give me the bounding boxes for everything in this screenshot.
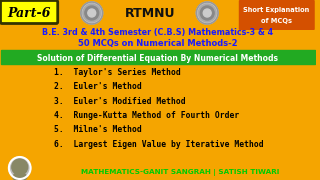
Text: Short Explanation: Short Explanation: [243, 7, 309, 13]
Text: RTMNU: RTMNU: [125, 6, 175, 19]
Text: B.E. 3rd & 4th Semester (C.B.S) Mathematics-3 & 4: B.E. 3rd & 4th Semester (C.B.S) Mathemat…: [42, 28, 273, 37]
Circle shape: [85, 6, 99, 20]
Text: of MCQs: of MCQs: [261, 18, 292, 24]
Text: 2.  Euler's Method: 2. Euler's Method: [54, 82, 142, 91]
Text: 5.  Milne's Method: 5. Milne's Method: [54, 125, 142, 134]
Circle shape: [83, 4, 101, 22]
Circle shape: [203, 9, 211, 17]
Circle shape: [9, 157, 31, 179]
Circle shape: [88, 9, 96, 17]
Circle shape: [196, 2, 218, 24]
Text: 6.  Largest Eigen Value by Iterative Method: 6. Largest Eigen Value by Iterative Meth…: [54, 140, 264, 149]
Circle shape: [81, 2, 103, 24]
Text: Part-6: Part-6: [7, 6, 50, 19]
Circle shape: [12, 159, 28, 175]
FancyBboxPatch shape: [239, 0, 315, 30]
Text: 50 MCQs on Numerical Methods-2: 50 MCQs on Numerical Methods-2: [78, 39, 238, 48]
Circle shape: [198, 4, 216, 22]
Text: 3.  Euler's Modified Method: 3. Euler's Modified Method: [54, 96, 186, 105]
Bar: [1, 50, 315, 64]
Text: 1.  Taylor's Series Method: 1. Taylor's Series Method: [54, 68, 181, 76]
Text: Solution of Differential Equation By Numerical Methods: Solution of Differential Equation By Num…: [37, 53, 278, 62]
Text: 4.  Runge-Kutta Method of Fourth Order: 4. Runge-Kutta Method of Fourth Order: [54, 111, 239, 120]
Ellipse shape: [13, 173, 27, 180]
FancyBboxPatch shape: [1, 1, 58, 24]
Circle shape: [200, 6, 214, 20]
Text: MATHEMATICS-GANIT SANGRAH | SATISH TIWARI: MATHEMATICS-GANIT SANGRAH | SATISH TIWAR…: [81, 168, 280, 176]
